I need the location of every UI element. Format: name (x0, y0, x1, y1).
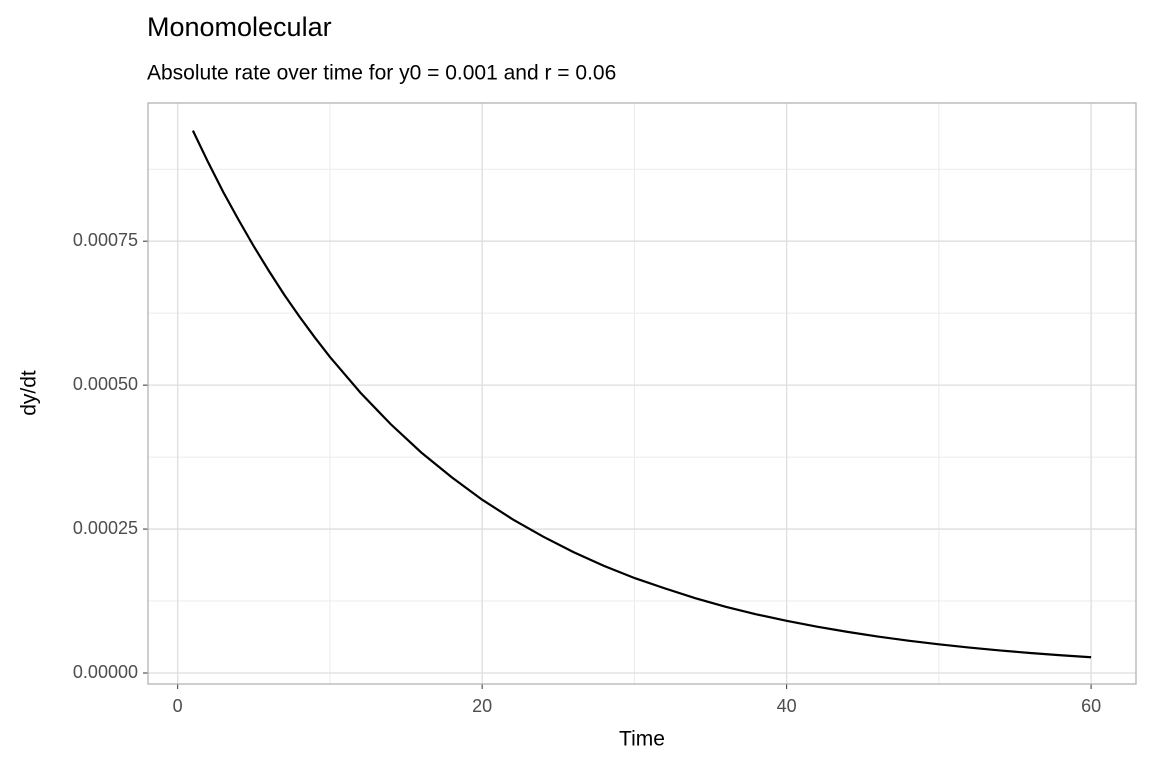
chart-subtitle: Absolute rate over time for y0 = 0.001 a… (147, 62, 616, 85)
panel-border (147, 102, 1137, 685)
y-tick-label: 0.00050 (73, 374, 138, 394)
y-tick-label: 0.00025 (73, 518, 138, 538)
x-tick-label: 60 (1081, 696, 1101, 716)
y-axis-label: dy/dt (18, 370, 41, 416)
y-tick-label: 0.00075 (73, 230, 138, 250)
chart-title: Monomolecular (147, 12, 332, 42)
x-tick-label: 40 (777, 696, 797, 716)
x-tick-label: 20 (472, 696, 492, 716)
y-tick-label: 0.00000 (73, 662, 138, 682)
line (191, 130, 1092, 659)
x-tick-label: 0 (173, 696, 183, 716)
x-axis-label: Time (619, 728, 665, 751)
